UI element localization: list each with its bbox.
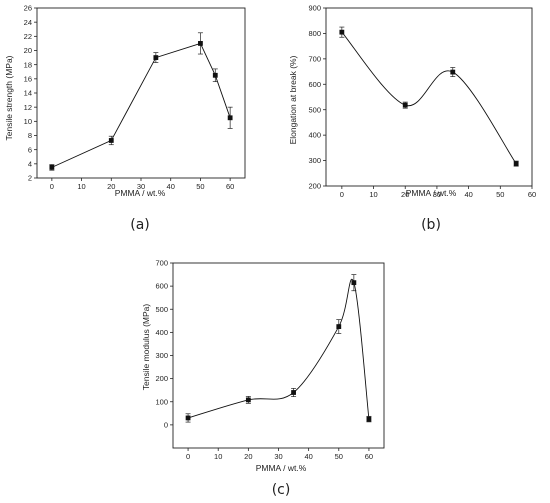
chart-c-panel-label: (c): [272, 482, 291, 498]
chart-a-data-point: [153, 55, 159, 60]
chart-b-ytick-label: 800: [308, 29, 321, 38]
chart-a-ytick-label: 16: [24, 74, 32, 83]
chart-a-xtick-label: 10: [77, 182, 85, 191]
chart-b: 0 10 20 30 40 50 60 200 300 400 500 600 700 800 900: [308, 4, 536, 199]
chart-b-xtick-label: 20: [401, 190, 409, 199]
chart-c-data-point: [245, 397, 251, 403]
chart-a-ytick-label: 6: [28, 145, 32, 154]
chart-a-data-point: [108, 138, 114, 143]
chart-b-panel-label: (b): [421, 217, 441, 233]
chart-c-data-point: [185, 415, 191, 421]
chart-a-data-point: [49, 164, 55, 170]
chart-c-ytick-label: 100: [155, 397, 168, 406]
chart-c-ytick-label: 0: [164, 420, 168, 429]
chart-a-xtick-label: 20: [107, 182, 115, 191]
chart-c-ytick-label: 700: [155, 259, 168, 268]
chart-a-xtick-label: 30: [137, 182, 145, 191]
chart-c-ytick-label: 500: [155, 305, 168, 314]
chart-c-data-point: [366, 416, 372, 422]
chart-a-xtick-label: 0: [50, 182, 54, 191]
chart-c-ytick-label: 600: [155, 282, 168, 291]
chart-a-ytick-label: 24: [24, 18, 32, 27]
chart-a-series-line: [51, 42, 231, 168]
chart-b-data-point: [450, 69, 456, 75]
chart-c-xtick-label: 50: [335, 452, 343, 461]
chart-b-xtick-label: 10: [369, 190, 377, 199]
chart-c-xtick-label: 20: [244, 452, 252, 461]
chart-a-ytick-label: 2: [28, 174, 32, 183]
chart-b-ytick-label: 400: [308, 131, 321, 140]
chart-a-xlabel: PMMA / wt.%: [115, 188, 166, 198]
chart-b-xtick-label: 60: [528, 190, 536, 199]
chart-b-ytick-label: 500: [308, 105, 321, 114]
chart-a-xtick-label: 60: [226, 182, 234, 191]
chart-c-ytick-label: 400: [155, 328, 168, 337]
chart-a-ytick-label: 18: [24, 60, 32, 69]
chart-a-data-point: [198, 41, 203, 46]
chart-b-ytick-label: 200: [308, 182, 321, 191]
chart-b-ytick-label: 300: [308, 156, 321, 165]
chart-c-xtick-label: 10: [214, 452, 222, 461]
chart-b-xtick-label: 30: [433, 190, 441, 199]
chart-c-ytick-label: 200: [155, 374, 168, 383]
chart-b-xtick-label: 0: [340, 190, 344, 199]
chart-b-ytick-label: 700: [308, 54, 321, 63]
chart-b-xtick-label: 40: [464, 190, 472, 199]
chart-a-ytick-label: 20: [24, 46, 32, 55]
chart-a-ytick-label: 10: [24, 117, 32, 126]
chart-b-plot-frame: [325, 7, 533, 187]
chart-a-data-point: [212, 72, 218, 78]
chart-c-ytick-label: 300: [155, 351, 168, 360]
chart-a-ytick-label: 14: [24, 89, 32, 98]
chart-b-data-point: [339, 29, 345, 35]
chart-a-xtick-label: 40: [167, 182, 175, 191]
chart-a-ytick-label: 8: [28, 131, 32, 140]
chart-c-xtick-label: 60: [365, 452, 373, 461]
chart-b-data-point: [513, 161, 519, 167]
chart-c-xtick-label: 0: [186, 452, 190, 461]
chart-c-xlabel: PMMA / wt.%: [256, 463, 307, 473]
chart-b-ytick-label: 600: [308, 80, 321, 89]
chart-a-ytick-label: 22: [24, 32, 32, 41]
chart-b-data-point: [402, 102, 408, 108]
chart-b-xtick-label: 50: [496, 190, 504, 199]
chart-c-xtick-label: 30: [274, 452, 282, 461]
chart-a-panel-label: (a): [130, 217, 150, 233]
chart-a-plot-frame: [36, 7, 246, 179]
chart-a-ylabel: Tensile strength (MPa): [4, 55, 14, 140]
chart-b-ytick-label: 900: [308, 4, 321, 13]
chart-a-ytick-label: 12: [24, 103, 32, 112]
chart-c-series-line: [187, 279, 370, 420]
chart-c-data-point: [351, 280, 357, 286]
chart-b-xlabel: PMMA / wt.%: [406, 188, 457, 198]
chart-c-ylabel: Tensile modulus (MPa): [141, 304, 151, 391]
chart-c-data-point: [291, 390, 296, 395]
chart-a-data-point: [227, 115, 233, 121]
chart-b-ylabel: Elongation at break (%): [288, 55, 298, 144]
chart-c-data-point: [336, 324, 342, 329]
chart-b-series-line: [341, 31, 517, 164]
chart-a-ytick-label: 4: [28, 159, 32, 168]
chart-a-xtick-label: 50: [196, 182, 204, 191]
chart-a-ytick-label: 26: [24, 4, 32, 13]
chart-c-xtick-label: 40: [304, 452, 312, 461]
